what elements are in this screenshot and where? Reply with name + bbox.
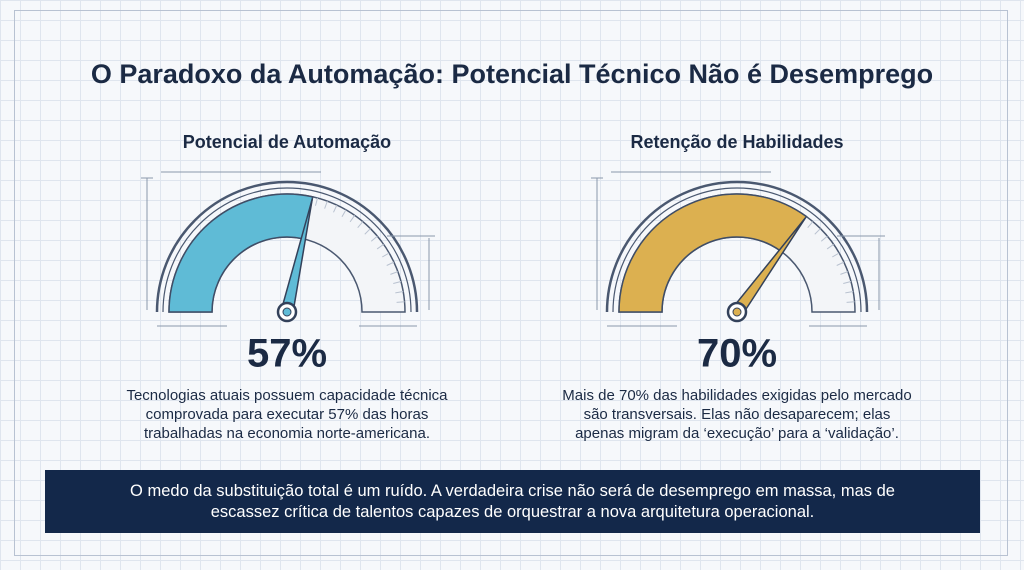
gauge-scale-tick — [807, 221, 814, 229]
gauge-scale-tick — [382, 252, 390, 258]
gauge-scale-tick — [840, 271, 849, 275]
gauge-scale-tick — [333, 204, 338, 213]
gauge-frame — [612, 187, 862, 313]
gauge-scale-tick — [364, 228, 371, 235]
gauge-scale-tick — [386, 261, 395, 266]
gauge-scale-tick — [349, 215, 356, 223]
gauge-frame — [155, 180, 419, 313]
gauge-scale-tick — [341, 209, 347, 217]
gauge-scale-tick — [314, 197, 319, 206]
gauge-frame — [162, 187, 412, 313]
gauge-frame — [605, 180, 869, 313]
gauge-scale-tick — [836, 261, 845, 266]
gauge-scale-tick — [843, 280, 852, 285]
gauge-scale-tick — [845, 291, 854, 294]
gauge-title: Potencial de Automação — [183, 132, 391, 152]
footer-banner: O medo da substituição total é um ruído.… — [45, 470, 980, 533]
gauge-title: Retenção de Habilidades — [630, 132, 843, 152]
gauge-hub-dot — [732, 307, 742, 317]
gauge-fill — [168, 193, 314, 313]
gauge-scale-tick — [395, 291, 404, 294]
gauge-description: Tecnologias atuais possuem capacidade té… — [126, 387, 448, 442]
gauge-value: 57% — [247, 332, 327, 376]
gauge-value: 70% — [697, 332, 777, 376]
frame — [14, 10, 1008, 556]
gauge-scale-tick — [357, 221, 364, 229]
gauge-scale-tick — [814, 228, 821, 235]
gauge-scale-tick — [376, 243, 384, 250]
gauge-scale-tick — [820, 235, 828, 242]
gauge-scale-tick — [393, 280, 402, 285]
gauge-scale-tick — [390, 271, 399, 275]
gauge-scale-tick — [396, 301, 405, 303]
gauge-scale-tick — [370, 235, 378, 242]
gauge-scale-tick — [832, 252, 840, 258]
title: O Paradoxo da Automação: Potencial Técni… — [91, 59, 933, 89]
gauge-scale-tick — [846, 301, 855, 303]
gauge-fill — [618, 193, 808, 313]
gauge-scale-tick — [826, 243, 834, 250]
gauge-description: Mais de 70% das habilidades exigidas pel… — [562, 387, 912, 442]
gauge-scale-tick — [324, 200, 328, 209]
gauge-hub-dot — [282, 307, 292, 317]
